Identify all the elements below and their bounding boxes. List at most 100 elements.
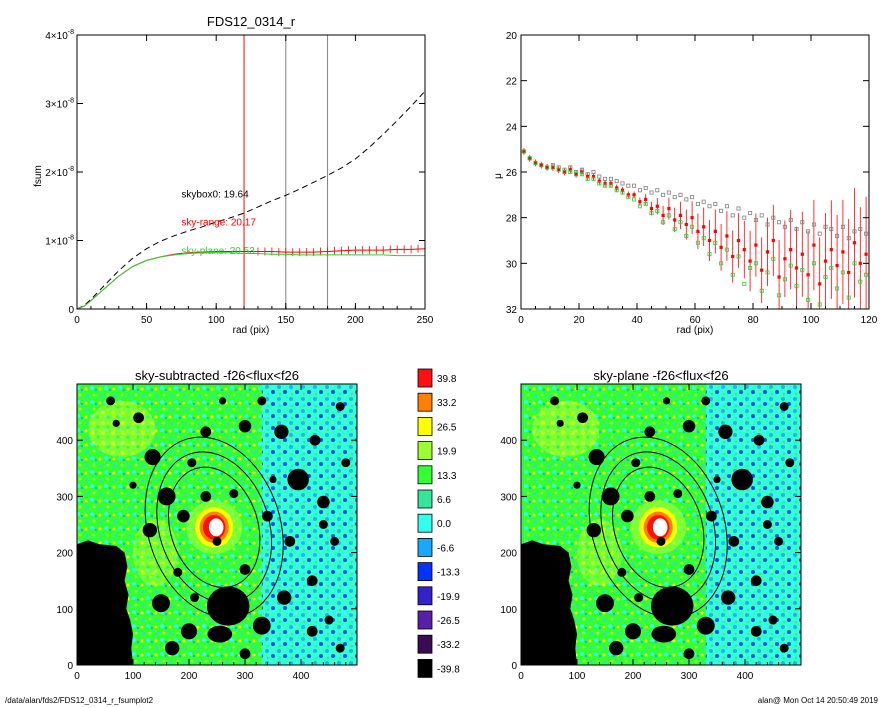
mu-point-red (557, 168, 561, 172)
mu-point-red (562, 170, 567, 174)
mu-point-gray (788, 217, 793, 222)
fsum-series (77, 90, 425, 309)
map1-mask-blob (200, 491, 212, 502)
fsum-ylabel: fsum (33, 165, 44, 187)
fsum-xtick-label: 50 (141, 315, 153, 326)
map2-mask-blob (728, 535, 740, 547)
map2-xtick-label: 400 (737, 671, 754, 682)
fsum-xlabel: rad (pix) (233, 325, 270, 336)
mu-point-green (765, 270, 770, 275)
mu-point-green (550, 165, 555, 170)
mu-point-gray (858, 227, 863, 232)
colorbar-label: 26.5 (437, 422, 457, 433)
colorbar-label: -39.8 (437, 664, 460, 675)
mu-point-red (673, 218, 677, 222)
map2-xtick-label: 200 (625, 671, 642, 682)
map2-mask-blob (696, 616, 715, 635)
mu-point-gray (666, 190, 671, 195)
colorbar-swatch (417, 368, 433, 388)
mu-point-gray (748, 211, 753, 216)
map1-mask-blob (177, 509, 190, 523)
mu-point-red (551, 165, 555, 170)
map1-mask-blob (144, 448, 161, 466)
mu-point-red (609, 181, 613, 186)
map1-xtick-label: 200 (181, 671, 198, 682)
mu-point-green (684, 233, 689, 238)
mu-point-gray (794, 227, 799, 232)
map1-ytick-label: 400 (56, 436, 73, 447)
mu-point-red (841, 250, 845, 254)
map2-mask-blob (550, 396, 560, 406)
map1-ytick-label: 300 (56, 492, 73, 503)
mu-point-green (823, 275, 828, 280)
map2-aperture-ellipse (612, 466, 705, 588)
map1-warm-region (133, 519, 178, 587)
map2-mask-blob (656, 536, 666, 546)
mu-point-gray (806, 229, 811, 234)
mu-point-gray (753, 217, 758, 222)
mu-point-gray (719, 208, 724, 213)
mu-xtick-label: 80 (747, 315, 759, 326)
map1-masked-blob (207, 625, 233, 643)
mu-point-red (667, 206, 671, 211)
colorbar-label: -33.2 (437, 640, 460, 651)
mu-point-green (846, 295, 851, 300)
mu-point-red (649, 206, 654, 211)
mu-point-red (597, 179, 601, 183)
colorbar-swatch (417, 586, 433, 606)
mu-point-red (818, 282, 822, 286)
mu-point-gray (713, 201, 718, 206)
map2-mask-blob (644, 426, 656, 438)
mu-point-red (638, 200, 642, 204)
map1-image (77, 384, 357, 665)
map1-mask-blob (157, 487, 176, 506)
mu-ytick-label: 24 (506, 122, 518, 133)
mu-point-green (829, 265, 834, 270)
mu-point-gray (608, 176, 613, 181)
map1-mask-blob (335, 643, 345, 653)
map1-mask-blob (106, 396, 116, 406)
map2-mask-blob (663, 397, 671, 405)
footer-path: /data/alan/fds2/FDS12_0314_r_fsumplot2 (5, 696, 154, 705)
map1-xtick-label: 400 (293, 671, 310, 682)
mu-point-gray (765, 222, 770, 227)
map2-mask-blob (644, 491, 656, 502)
mu-point-gray (852, 229, 857, 234)
colorbar-label: 0.0 (437, 519, 451, 530)
map1-mask-blob (239, 564, 251, 575)
mu-point-green (864, 272, 869, 277)
fsum-xtick-label: 0 (74, 315, 80, 326)
mu-point-green (603, 183, 608, 188)
colorbar-label: 6.6 (437, 495, 451, 506)
map2-warm-region (532, 400, 600, 457)
map1-mask-blob (341, 458, 351, 468)
mu-point-green (736, 254, 741, 259)
mu-point-green (811, 261, 816, 266)
mu-point-red (528, 156, 532, 160)
colorbar-label: 39.8 (437, 374, 457, 385)
fsum-ytick-label: 2×10-8 (45, 166, 74, 179)
map1-masked-blob (206, 586, 250, 626)
map2-warm-region (577, 519, 622, 587)
mu-point-green (614, 188, 619, 193)
mu-point-green (533, 160, 538, 165)
mu-point-green (655, 208, 660, 213)
map2-mask-blob (586, 522, 601, 538)
mu-point-green (771, 256, 776, 261)
map1-mask-blob (187, 458, 197, 468)
map1-mask-blob (190, 593, 200, 603)
mu-point-green (852, 261, 857, 266)
map1-ytick-label: 0 (67, 661, 73, 672)
fsum-xtick-label: 200 (347, 315, 364, 326)
mu-point-gray (643, 185, 648, 190)
map2-mask-blob (750, 625, 762, 637)
map2-title: sky-plane -f26<flux<f26 (593, 368, 728, 383)
mu-point-green (806, 297, 811, 302)
colorbar-swatch (417, 634, 433, 654)
colorbar-label: 19.9 (437, 447, 457, 458)
mu-point-green (649, 211, 654, 216)
map1-mask-blob (165, 640, 180, 656)
map1-mask-blob (239, 648, 251, 660)
map1-aperture-ellipse (156, 451, 273, 604)
mu-point-red (568, 168, 572, 172)
